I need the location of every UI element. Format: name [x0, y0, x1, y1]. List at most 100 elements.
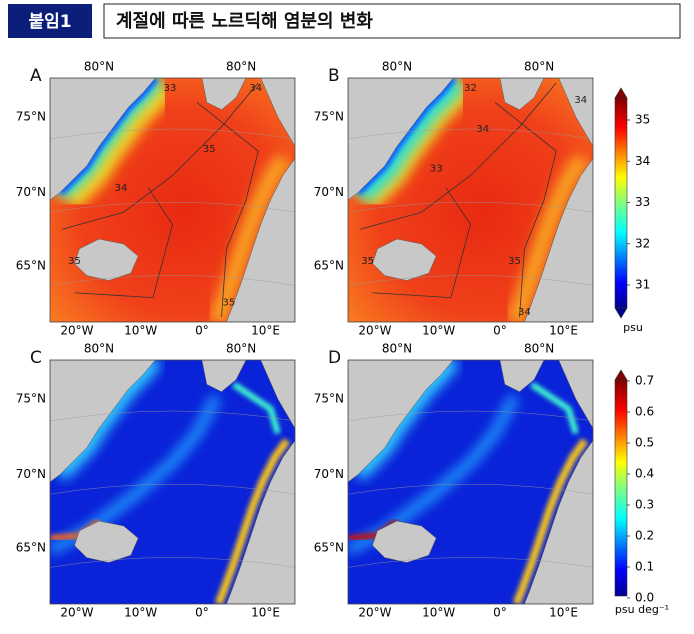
land [226, 158, 295, 322]
colorbar-tick-label: 0.4 [635, 467, 654, 481]
top-label: 80°N [84, 60, 114, 74]
graticule [348, 202, 593, 213]
lat-label: 65°N [16, 540, 46, 554]
graticule [50, 484, 295, 495]
land [348, 78, 454, 201]
lon-label: 10°W [422, 324, 455, 338]
top-label: 80°N [524, 60, 554, 74]
map [348, 360, 593, 604]
lat-label: 70°N [314, 185, 344, 199]
title-box [103, 3, 681, 39]
contour-label: 34 [574, 95, 587, 106]
contour-label: 33 [430, 163, 443, 174]
norway-front [214, 438, 291, 604]
lat-label: 75°N [16, 110, 46, 124]
norway-front [512, 438, 589, 604]
land [50, 78, 156, 201]
graticule [50, 128, 295, 140]
contour [74, 102, 259, 318]
colorbar-tick-label: 33 [635, 195, 650, 209]
map [50, 360, 295, 604]
land [260, 360, 295, 429]
arctic-front [530, 381, 579, 435]
top-label: 80°N [382, 60, 412, 74]
contour-label: 35 [68, 256, 81, 267]
lon-label: 10°E [549, 606, 578, 620]
tag-box [8, 4, 92, 38]
colorbar [614, 379, 628, 597]
graticule [50, 202, 295, 213]
lon-label: 20°W [358, 324, 391, 338]
panel-label: D [328, 348, 341, 368]
contour [360, 82, 557, 230]
graticule [50, 410, 295, 422]
lat-label: 70°N [16, 467, 46, 481]
lon-label: 0° [195, 324, 209, 338]
lon-label: 0° [493, 324, 507, 338]
contour-label: 32 [464, 83, 477, 94]
lat-label: 75°N [16, 392, 46, 406]
lat-label: 65°N [314, 540, 344, 554]
colorbar-bottom [614, 307, 628, 319]
land [524, 440, 593, 604]
lon-label: 0° [493, 606, 507, 620]
lat-label: 75°N [314, 110, 344, 124]
norway-band [208, 153, 293, 322]
land [226, 440, 295, 604]
title: 계절에 따른 노르딕해 염분의 변화 [116, 11, 373, 32]
land [558, 360, 593, 429]
graticule [50, 275, 295, 286]
lon-label: 20°W [60, 606, 93, 620]
lon-label: 10°W [422, 606, 455, 620]
lon-label: 10°E [251, 606, 280, 620]
frame [347, 77, 594, 323]
contour-label: 35 [361, 256, 374, 267]
land [524, 158, 593, 322]
colorbar-unit: psu [623, 321, 643, 334]
colorbar-tick-label: 35 [635, 113, 650, 127]
graticule [348, 557, 593, 568]
norway-band [506, 153, 591, 322]
land [499, 78, 545, 111]
panel-label: B [328, 66, 340, 86]
top-label: 80°N [84, 342, 114, 356]
panel-label: C [30, 348, 42, 368]
top-label: 80°N [524, 342, 554, 356]
contour-label: 34 [249, 83, 262, 94]
land [558, 78, 593, 147]
contour-label: 35 [508, 256, 521, 267]
land [372, 520, 437, 563]
arctic-front [232, 381, 281, 435]
colorbar-tick-label: 31 [635, 278, 650, 292]
lat-label: 70°N [314, 467, 344, 481]
colorbar-tick-label: 0.1 [635, 560, 654, 574]
lon-label: 10°W [124, 324, 157, 338]
graticule [348, 484, 593, 495]
lon-label: 0° [195, 606, 209, 620]
contour-label: 34 [518, 307, 531, 318]
graticule [348, 128, 593, 140]
land [201, 360, 247, 393]
land [74, 238, 139, 281]
colorbar-tick-label: 0.0 [635, 591, 654, 605]
frame [347, 359, 594, 605]
map [348, 78, 593, 322]
colorbar-unit: psu deg⁻¹ [615, 603, 669, 616]
frame [49, 77, 296, 323]
contour [62, 82, 259, 230]
graticule [348, 275, 593, 286]
contour [372, 102, 557, 318]
top-label: 80°N [226, 342, 256, 356]
contour-label: 33 [164, 83, 177, 94]
graticule [348, 410, 593, 422]
lon-label: 10°E [549, 324, 578, 338]
colorbar-tick-label: 0.2 [635, 529, 654, 543]
lon-label: 10°W [124, 606, 157, 620]
colorbar-tick-label: 32 [635, 236, 650, 250]
land [74, 520, 139, 563]
land [372, 238, 437, 281]
colorbar-tick-label: 0.6 [635, 405, 654, 419]
lon-label: 20°W [60, 324, 93, 338]
contour-label: 34 [115, 183, 128, 194]
